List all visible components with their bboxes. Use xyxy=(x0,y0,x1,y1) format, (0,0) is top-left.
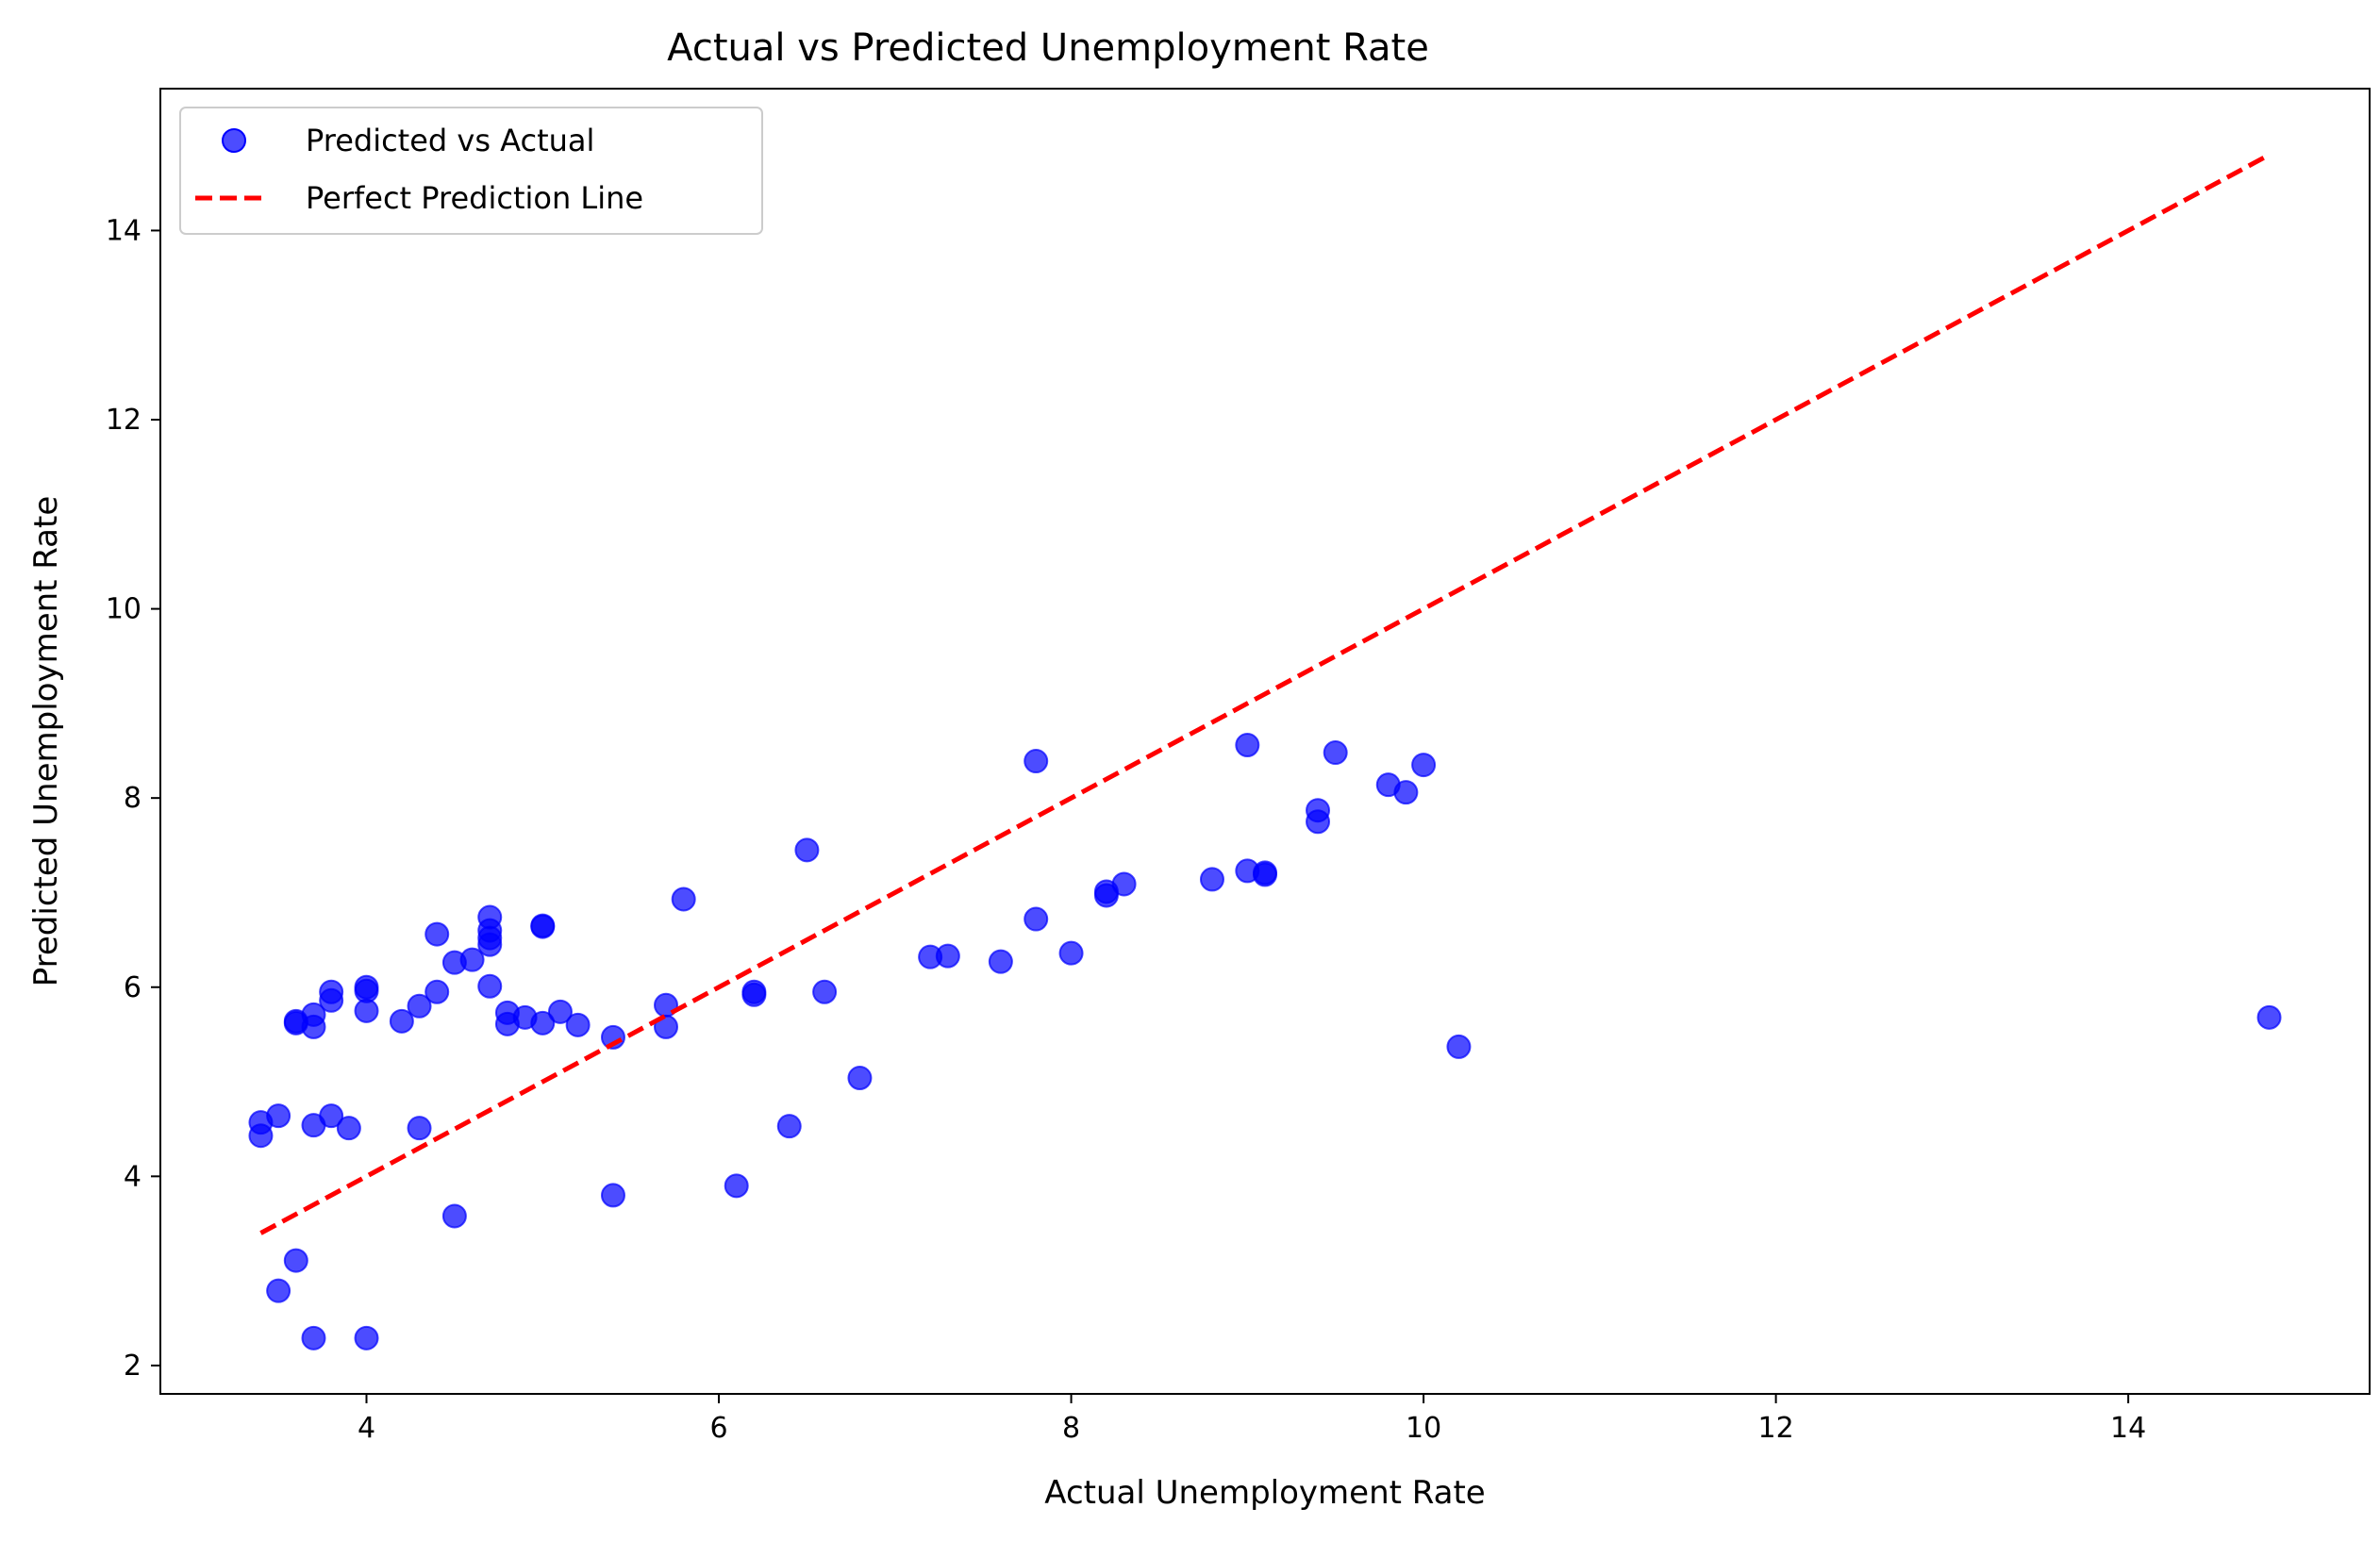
scatter-point xyxy=(847,1066,873,1091)
scatter-point xyxy=(336,1116,361,1141)
scatter-point xyxy=(1199,867,1224,892)
scatter-point xyxy=(283,1248,308,1273)
x-tick-label: 12 xyxy=(1758,1412,1794,1445)
legend-label-line: Perfect Prediction Line xyxy=(306,180,643,216)
legend-marker-scatter xyxy=(222,128,246,153)
scatter-point xyxy=(1024,906,1049,932)
x-tick-label: 4 xyxy=(358,1412,375,1445)
scatter-point xyxy=(547,999,573,1024)
scatter-point xyxy=(1111,871,1137,897)
y-tick-label: 6 xyxy=(124,971,141,1004)
scatter-point xyxy=(354,998,379,1023)
scatter-point xyxy=(301,1325,326,1350)
y-tick-label: 14 xyxy=(106,214,141,247)
scatter-point xyxy=(424,921,450,947)
scatter-point xyxy=(459,947,485,972)
x-tick-label: 14 xyxy=(2110,1412,2146,1445)
legend-label-scatter: Predicted vs Actual xyxy=(306,123,594,158)
scatter-point xyxy=(477,932,503,957)
scatter-point xyxy=(776,1114,802,1139)
x-tick-label: 6 xyxy=(709,1412,727,1445)
scatter-point xyxy=(266,1278,291,1303)
scatter-point xyxy=(530,1010,556,1036)
scatter-point xyxy=(794,837,820,863)
scatter-point xyxy=(354,1325,379,1350)
scatter-point xyxy=(1024,749,1049,774)
scatter-point xyxy=(741,982,767,1007)
scatter-point xyxy=(565,1012,591,1037)
scatter-point xyxy=(1253,862,1277,887)
scatter-point xyxy=(1093,883,1119,908)
scatter-point xyxy=(248,1123,274,1149)
perfect-prediction-line xyxy=(259,153,2271,1235)
scatter-point xyxy=(266,1103,291,1129)
scatter-point xyxy=(1411,753,1437,778)
scatter-point xyxy=(1393,780,1419,805)
series-layer xyxy=(248,153,2282,1350)
y-tick-label: 4 xyxy=(124,1160,141,1193)
x-tick-label: 8 xyxy=(1062,1412,1080,1445)
scatter-point xyxy=(812,979,838,1004)
scatter-point xyxy=(1058,940,1084,966)
scatter-point xyxy=(600,1183,625,1208)
scatter-point xyxy=(1446,1034,1472,1059)
scatter-point xyxy=(407,1116,432,1141)
scatter-point xyxy=(1235,733,1260,758)
scatter-point xyxy=(530,914,556,939)
scatter-point xyxy=(724,1173,749,1199)
scatter-point xyxy=(1323,740,1348,766)
x-tick-label: 10 xyxy=(1406,1412,1441,1445)
chart-title: Actual vs Predicted Unemployment Rate xyxy=(667,26,1429,70)
y-tick-label: 2 xyxy=(124,1350,141,1383)
y-tick-label: 12 xyxy=(106,404,141,437)
scatter-point xyxy=(1306,809,1331,835)
scatter-point xyxy=(389,1008,414,1034)
legend: Predicted vs Actual Perfect Prediction L… xyxy=(179,107,763,235)
scatter-point xyxy=(319,987,344,1013)
y-axis-label: Predicted Unemployment Rate xyxy=(27,496,65,987)
legend-box xyxy=(179,107,763,235)
y-tick-label: 10 xyxy=(106,593,141,626)
scatter-point xyxy=(424,979,450,1004)
scatter-point xyxy=(441,1203,467,1229)
scatter-point xyxy=(935,943,960,969)
scatter-point xyxy=(301,1014,326,1039)
x-axis: 4 6 8 10 12 14 xyxy=(358,1394,2146,1445)
y-tick-label: 8 xyxy=(124,782,141,815)
x-axis-label: Actual Unemployment Rate xyxy=(1044,1474,1485,1512)
scatter-point xyxy=(671,886,696,912)
y-axis: 2 4 6 8 10 12 14 xyxy=(106,214,160,1383)
scatter-point xyxy=(2256,1004,2282,1030)
scatter-series xyxy=(248,733,2282,1350)
scatter-point xyxy=(988,949,1013,974)
plot-area xyxy=(159,88,2371,1395)
scatter-point xyxy=(407,993,432,1019)
scatter-point xyxy=(477,973,503,999)
scatter-point xyxy=(319,1103,344,1129)
